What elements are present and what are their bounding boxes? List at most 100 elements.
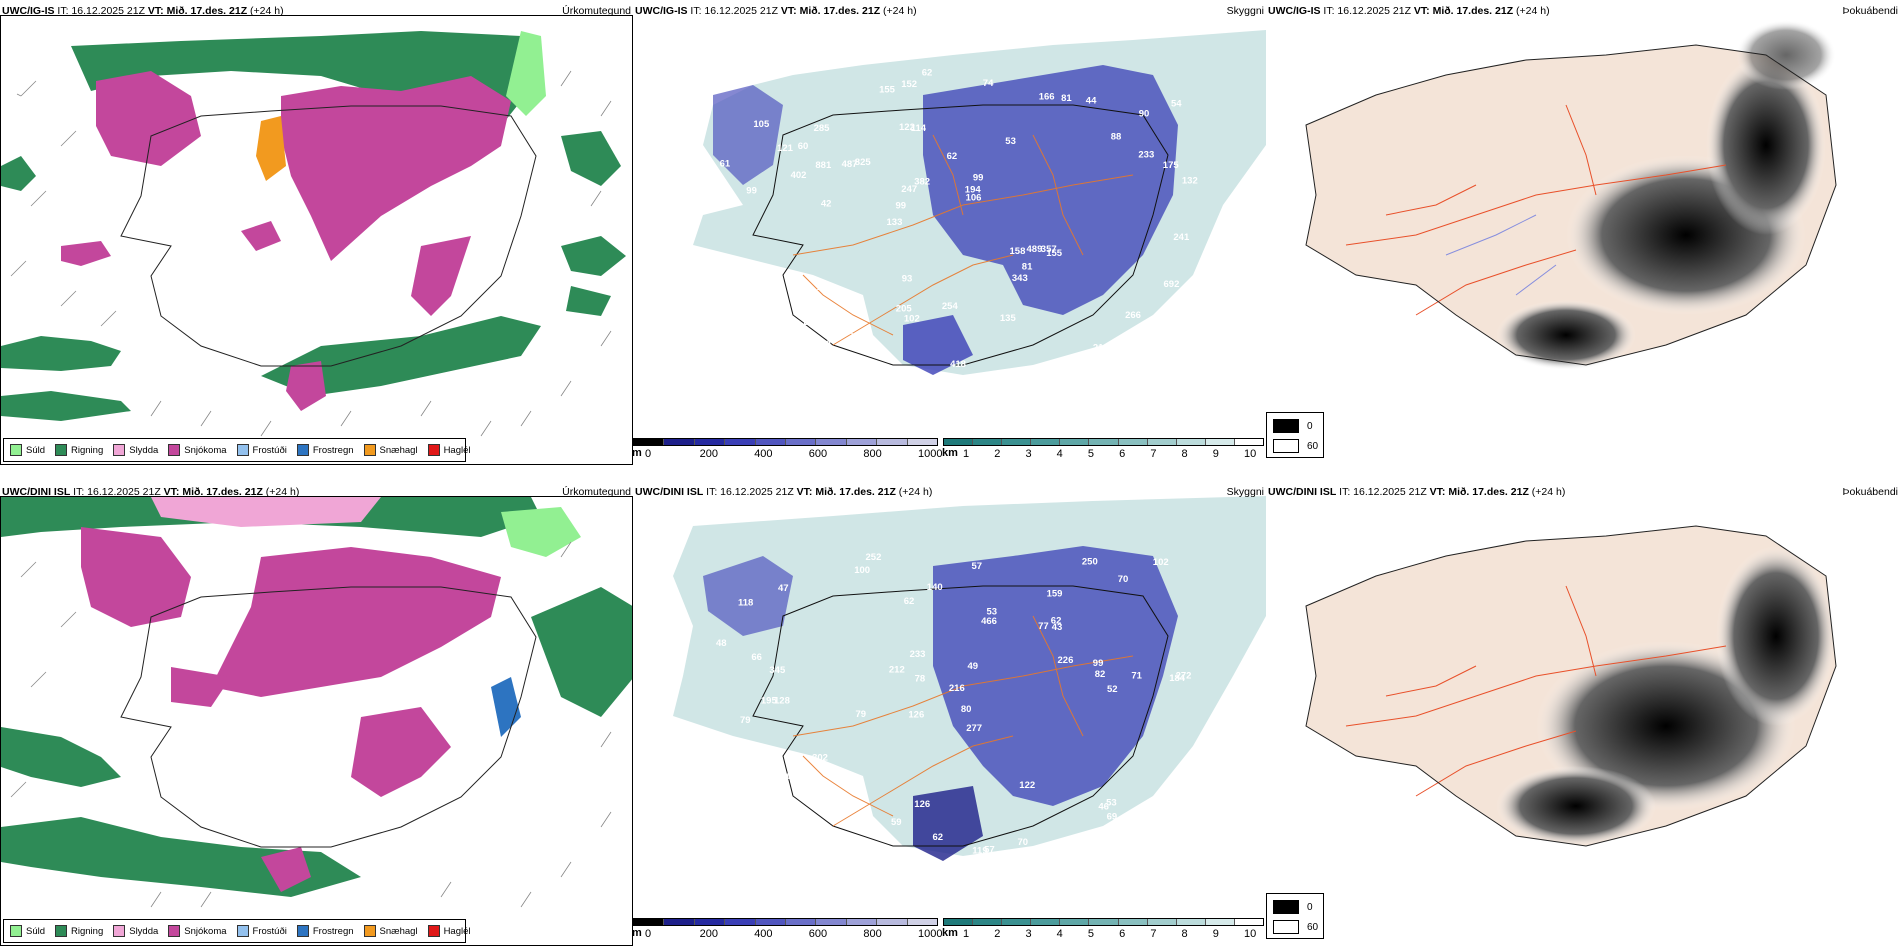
ceiling-value-label: 155 bbox=[1046, 248, 1063, 259]
panel-header: UWC/DINI ISL IT: 16.12.2025 21Z VT: Mið.… bbox=[0, 481, 633, 498]
colorbar-segment bbox=[1089, 919, 1119, 925]
ceiling-value-label: 226 bbox=[1058, 655, 1074, 666]
colorbar-segment bbox=[725, 919, 756, 925]
colorbar-segment bbox=[634, 919, 665, 925]
valid-time: Mið. 17.des. 21Z bbox=[166, 5, 248, 17]
ceiling-value-label: 233 bbox=[1138, 150, 1154, 161]
ceiling-value-label: 129 bbox=[732, 349, 748, 360]
init-time: IT: 16.12.2025 21Z bbox=[57, 5, 148, 17]
colorbar-unit: m bbox=[633, 447, 642, 459]
legend-item: Frostúði bbox=[236, 444, 287, 456]
colorbar-unit: m bbox=[633, 927, 642, 939]
valid-time-label: VT: bbox=[796, 486, 816, 498]
ceiling-value-label: 121 bbox=[777, 143, 794, 154]
colorbar-segment bbox=[877, 919, 908, 925]
ceiling-value-label: 326 bbox=[770, 348, 786, 359]
legend-label: Frostúði bbox=[252, 925, 287, 937]
colorbar-segment bbox=[944, 439, 974, 445]
legend-item: Slydda bbox=[113, 925, 158, 937]
fog-legend: 0 60 bbox=[1266, 893, 1324, 939]
colorbar-tick-label: 600 bbox=[808, 928, 828, 940]
colorbar-segment bbox=[664, 919, 695, 925]
colorbar-segment bbox=[1031, 919, 1061, 925]
ceiling-value-label: 400 bbox=[815, 339, 831, 350]
ceiling-value-label: 70 bbox=[1018, 837, 1029, 848]
ceiling-value-label: 102 bbox=[1153, 557, 1169, 568]
legend-swatch bbox=[296, 925, 309, 937]
ceiling-value-label: 233 bbox=[910, 649, 926, 660]
ceiling-value-label: 171 bbox=[1131, 343, 1148, 354]
fog-map bbox=[1305, 20, 1837, 370]
ceiling-value-label: 254 bbox=[942, 301, 959, 312]
panel-title: Úrkomutegund bbox=[562, 5, 631, 17]
colorbar-segment bbox=[1147, 919, 1177, 925]
colorbar-tick-label: 0 bbox=[645, 928, 652, 940]
ceiling-value-label: 250 bbox=[1082, 557, 1098, 568]
ceiling-value-label: 62 bbox=[1051, 616, 1062, 627]
panel-title: Skyggni bbox=[1226, 5, 1264, 17]
ceiling-value-label: 74 bbox=[983, 78, 994, 89]
lead-time: (+24 h) bbox=[1531, 486, 1566, 498]
colorbar-segment bbox=[634, 439, 665, 445]
colorbar-segment bbox=[973, 439, 1003, 445]
colorbar-tick-label: 4 bbox=[1056, 448, 1063, 460]
colorbar-segment bbox=[664, 439, 695, 445]
colorbar-segment bbox=[725, 439, 756, 445]
legend-label: Snjókoma bbox=[184, 925, 227, 937]
legend-label: Haglél bbox=[443, 925, 471, 937]
ceiling-value-label: 165 bbox=[726, 316, 743, 327]
precip-type-panel-top: Súld Rigning Slydda Snjókoma Frostúði Frostre… bbox=[0, 15, 633, 465]
valid-time: Mið. 17.des. 21Z bbox=[815, 486, 896, 498]
colorbar-segment bbox=[1002, 919, 1032, 925]
colorbar-tick-label: 1 bbox=[963, 448, 970, 460]
ceiling-value-label: 201 bbox=[729, 73, 746, 84]
legend-item: Snjókoma bbox=[168, 444, 227, 456]
colorbar-tick-label: 400 bbox=[754, 448, 773, 460]
valid-time-label: VT: bbox=[1413, 5, 1433, 17]
ceiling-value-label: 466 bbox=[981, 616, 997, 627]
ceiling-value-label: 47 bbox=[778, 583, 789, 594]
legend-label: Snjókoma bbox=[184, 444, 227, 456]
ceiling-value-label: 418 bbox=[950, 359, 966, 370]
ceiling-value-label: 62 bbox=[904, 596, 915, 607]
ceiling-value-label: 216 bbox=[1093, 343, 1109, 354]
colorbar-tick-label: 800 bbox=[863, 928, 882, 940]
ceiling-value-label: 247 bbox=[901, 184, 917, 195]
legend-label: Haglél bbox=[443, 444, 471, 456]
colorbar-segment bbox=[1060, 919, 1090, 925]
ceiling-value-label: 159 bbox=[1047, 589, 1063, 600]
colorbar-tick-label: 6 bbox=[1119, 448, 1126, 460]
colorbar-segment bbox=[816, 919, 847, 925]
legend-label: Frostúði bbox=[252, 444, 287, 456]
legend-item: Haglél bbox=[427, 444, 471, 456]
lead-time: (+24 h) bbox=[883, 5, 917, 17]
ceiling-value-label: 99 bbox=[973, 173, 984, 184]
ceiling-value-label: 55 bbox=[862, 846, 873, 857]
ceiling-value-label: 140 bbox=[927, 582, 943, 593]
ceiling-value-label: 74 bbox=[762, 284, 773, 295]
legend-swatch bbox=[55, 444, 68, 456]
lead-time: (+24 h) bbox=[250, 5, 284, 17]
legend-label: Slydda bbox=[129, 444, 159, 456]
ceiling-value-label: 70 bbox=[1118, 574, 1129, 585]
fog-legend-label: 0 bbox=[1307, 421, 1313, 432]
colorbar-segment bbox=[973, 919, 1003, 925]
legend-swatch bbox=[427, 925, 440, 937]
legend-item: Súld bbox=[10, 444, 45, 456]
precip-type-legend: Súld Rigning Slydda Snjókoma Frostúði Frostre… bbox=[3, 919, 471, 943]
legend-label: Snæhagl bbox=[379, 925, 418, 937]
colorbar-segment bbox=[1002, 439, 1032, 445]
colorbar-tick-label: 9 bbox=[1212, 928, 1219, 940]
ceiling-value-label: 343 bbox=[1012, 273, 1028, 284]
fog-map bbox=[1305, 525, 1837, 847]
colorbar-segment bbox=[694, 919, 726, 925]
colorbar-segment bbox=[877, 439, 908, 445]
ceiling-value-label: 49 bbox=[968, 661, 979, 672]
legend-swatch bbox=[10, 925, 22, 937]
ceiling-value-label: 80 bbox=[961, 704, 972, 715]
legend-swatch bbox=[236, 444, 249, 456]
fog-panel-bottom: 0 60 bbox=[1266, 481, 1900, 950]
panel-header: UWC/IG-IS IT: 16.12.2025 21Z VT: Mið. 17… bbox=[0, 0, 633, 17]
ceiling-value-label: 126 bbox=[908, 709, 924, 720]
colorbar-tick-label: 200 bbox=[699, 448, 718, 460]
